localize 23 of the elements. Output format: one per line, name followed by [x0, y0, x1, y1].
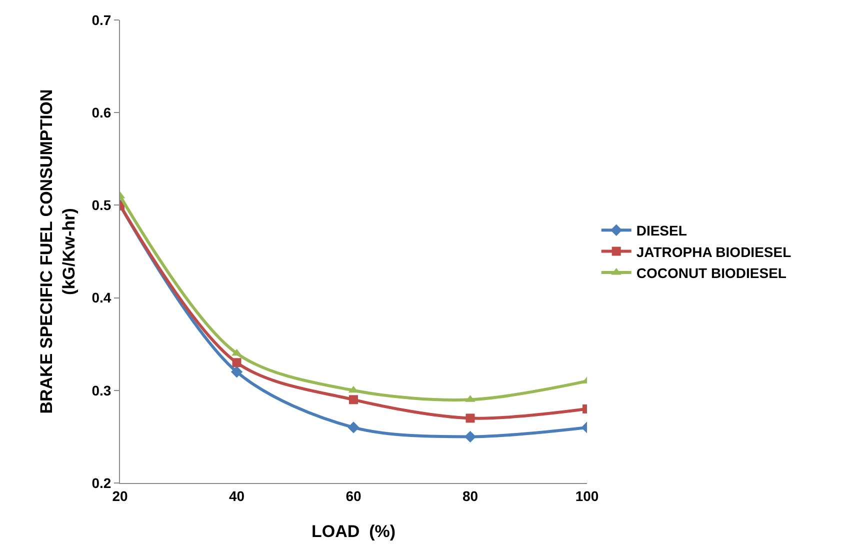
point: [349, 395, 358, 404]
x-axis-title: LOAD (%): [311, 522, 396, 542]
x-tick-label: 20: [112, 488, 128, 504]
x-tick-label: 100: [575, 488, 599, 504]
point: [348, 422, 360, 434]
point: [466, 414, 475, 423]
legend-label: DIESEL: [636, 222, 688, 239]
point: [232, 348, 242, 356]
x-tick-label: 80: [462, 488, 478, 504]
point: [464, 430, 476, 443]
y-tick-label: 0.7: [92, 12, 112, 28]
legend-label: JATROPHA BIODIESEL: [636, 244, 792, 260]
y-axis-title: BRAKE SPECIFIC FUEL CONSUMPTION (kG/Kw-hr): [37, 89, 78, 414]
y-tick-label: 0.6: [92, 104, 112, 120]
x-tick-label: 40: [228, 488, 245, 504]
y-tick-label: 0.2: [92, 474, 112, 491]
y-tick-label: 0.3: [92, 382, 112, 398]
point: [230, 366, 243, 378]
y-tick-label: 0.5: [92, 197, 112, 214]
legend-label: COCONUT BIODIESEL: [636, 264, 787, 281]
y-tick-label: 0.4: [92, 290, 112, 306]
point: [232, 358, 242, 368]
x-tick-label: 60: [346, 488, 362, 504]
